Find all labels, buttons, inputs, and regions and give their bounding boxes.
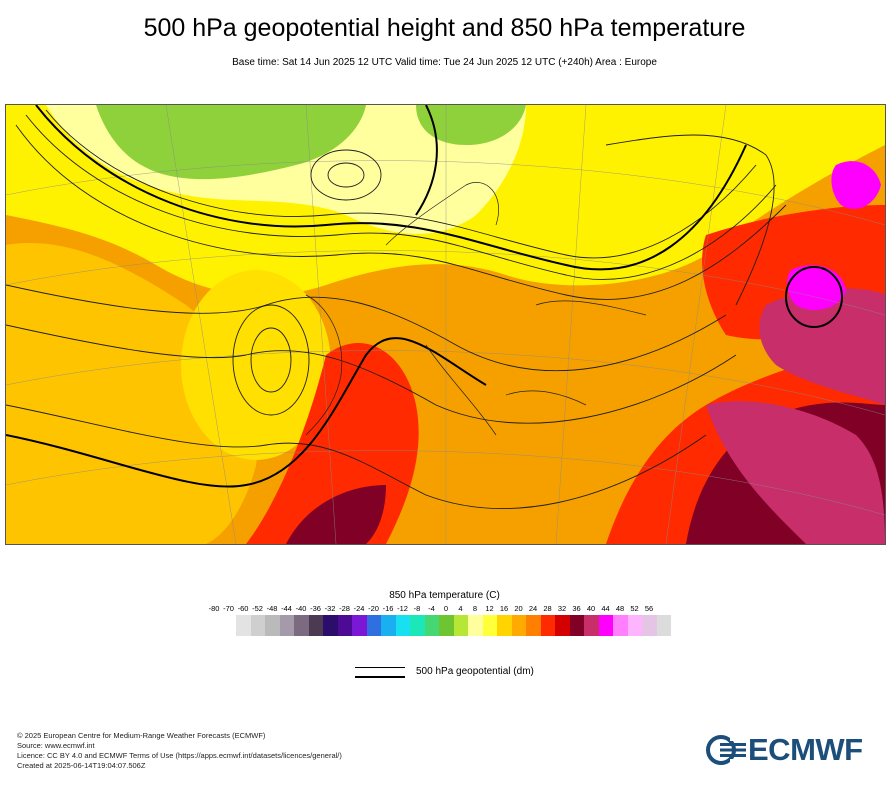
legend-tick: -20: [368, 604, 379, 613]
temperature-area-scandinavia-cool: [416, 105, 526, 145]
chart-subtitle: Base time: Sat 14 Jun 2025 12 UTC Valid …: [232, 57, 657, 68]
legend-tick: -44: [281, 604, 292, 613]
legend-swatch: [395, 615, 410, 636]
legend-swatch: [366, 615, 381, 636]
chart-title: 500 hPa geopotential height and 850 hPa …: [143, 14, 746, 42]
legend-swatch: [323, 615, 338, 636]
legend-swatch: [627, 615, 642, 636]
legend-swatch: [410, 615, 425, 636]
legend-tick: -52: [252, 604, 263, 613]
legend-tick: 16: [499, 604, 509, 613]
ecmwf-logo[interactable]: ECMWF: [706, 732, 863, 767]
legend-swatch: [337, 615, 352, 636]
legend-swatch: [424, 615, 439, 636]
coastlines: [305, 182, 647, 436]
legend-tick: 44: [601, 604, 610, 613]
legend-tick: 48: [615, 604, 625, 613]
temperature-area-greenland: [96, 105, 366, 180]
geopotential-contours-thick: [6, 105, 843, 488]
temperature-area-caucasus: [759, 288, 885, 405]
legend-swatch: [511, 615, 526, 636]
legend-tick: 28: [543, 604, 552, 613]
thick-contour-sample: [355, 676, 405, 678]
footer-credits: © 2025 European Centre for Medium-Range …: [17, 731, 342, 771]
legend-tick: 4: [458, 604, 463, 613]
legend-swatch: [439, 615, 454, 636]
legend-swatch: [598, 615, 613, 636]
legend-tick: 52: [630, 604, 639, 613]
legend-swatch: [569, 615, 584, 636]
legend-swatch: [468, 615, 483, 636]
legend-swatch: [308, 615, 323, 636]
legend-swatch: [540, 615, 555, 636]
legend-tick: 56: [644, 604, 654, 613]
legend-tick: -4: [428, 604, 435, 613]
ecmwf-logo-icon: [706, 735, 746, 765]
temperature-area-magenta-north: [831, 161, 881, 209]
legend-swatch: [352, 615, 367, 636]
map-canvas: [6, 105, 885, 544]
footer-created: Created at 2025-06-14T19:04:07.506Z: [17, 761, 146, 770]
legend-tick: -32: [324, 604, 336, 613]
legend-tick: 12: [485, 604, 494, 613]
forecast-map[interactable]: [5, 104, 886, 545]
legend-tick: -24: [353, 604, 365, 613]
legend-tick: 36: [572, 604, 581, 613]
geopotential-contours-thin: [6, 109, 787, 509]
legend-swatch: [526, 615, 541, 636]
legend-tick: -16: [382, 604, 394, 613]
thin-contour-sample: [355, 667, 405, 668]
footer-licence: Licence: CC BY 4.0 and ECMWF Terms of Us…: [17, 751, 342, 760]
ecmwf-logo-text: ECMWF: [748, 732, 863, 767]
legend-tick: 20: [514, 604, 523, 613]
legend-tick: 32: [557, 604, 567, 613]
legend-tick: -40: [295, 604, 307, 613]
legend-tick: -70: [223, 604, 234, 613]
graticule: [6, 105, 885, 544]
legend-tick: -80: [208, 604, 220, 613]
legend-tick: 24: [528, 604, 538, 613]
legend-swatch: [381, 615, 396, 636]
legend-tick: 0: [443, 604, 449, 613]
legend-tick: -36: [310, 604, 321, 613]
legend-swatch: [555, 615, 570, 636]
legend-swatch: [656, 615, 671, 636]
legend-tick: -60: [237, 604, 249, 613]
legend-swatch: [279, 615, 294, 636]
footer-copyright: © 2025 European Centre for Medium-Range …: [17, 731, 266, 740]
temperature-area-sahara: [286, 485, 386, 544]
legend-tick: -48: [266, 604, 278, 613]
geopotential-legend-label: 500 hPa geopotential (dm): [416, 666, 534, 677]
legend-swatch: [584, 615, 599, 636]
legend-swatch: [613, 615, 628, 636]
legend-swatch: [250, 615, 265, 636]
legend-tick: -28: [339, 604, 350, 613]
legend-tick: 40: [586, 604, 596, 613]
legend-colorbar: [236, 615, 671, 636]
legend-swatch: [236, 615, 251, 636]
temperature-area-magenta-caspian: [786, 265, 846, 310]
temperature-area-arabia: [706, 401, 885, 544]
legend-tick: -8: [413, 604, 421, 613]
legend-swatch: [497, 615, 512, 636]
legend-tick: 8: [472, 604, 478, 613]
legend-title: 850 hPa temperature (C): [389, 590, 500, 601]
temperature-area-atlantic-low: [181, 270, 331, 460]
legend-swatch: [642, 615, 657, 636]
legend-swatch: [453, 615, 468, 636]
legend-swatch: [294, 615, 309, 636]
legend-swatch: [265, 615, 280, 636]
legend-swatch: [482, 615, 497, 636]
footer-source: Source: www.ecmwf.int: [17, 741, 95, 750]
legend-tick: -12: [397, 604, 408, 613]
